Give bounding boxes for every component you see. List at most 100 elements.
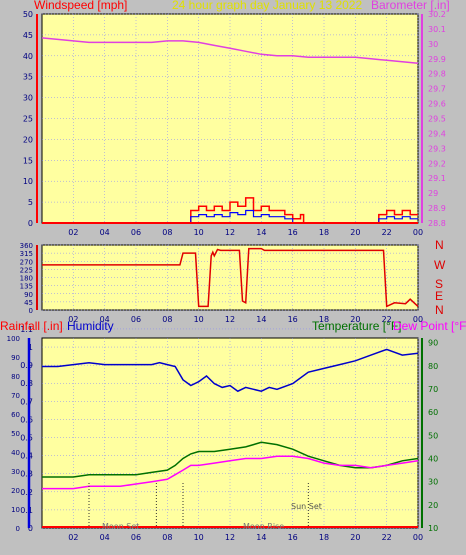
compass-label-n-bottom: N [435, 303, 444, 317]
temperature-axis-label: Temperature [°F] [312, 319, 402, 333]
x-tick-label: 20 [350, 228, 360, 237]
x-tick-label: 12 [225, 315, 235, 324]
temperature-tick-label: 20 [428, 501, 438, 510]
moon-rise-label: Moon Rise [243, 522, 284, 531]
x-tick-label: 04 [100, 533, 110, 542]
x-tick-label: 16 [288, 315, 298, 324]
rainfall-tick-label: 1.1 [20, 325, 33, 334]
humidity-tick-label: 0 [16, 525, 20, 533]
barometer-tick-label: 29.7 [428, 85, 446, 94]
humidity-tick-label: 80 [11, 373, 20, 381]
direction-tick-label: 0 [29, 307, 33, 315]
x-tick-label: 06 [131, 315, 141, 324]
compass-label-s: S [435, 277, 443, 291]
x-tick-label: 12 [225, 228, 235, 237]
x-tick-label: 08 [162, 315, 172, 324]
rainfall-tick-label: 0.6 [20, 415, 33, 424]
x-tick-label: 06 [131, 533, 141, 542]
barometer-tick-label: 29.4 [428, 129, 446, 138]
barometer-tick-label: 29.9 [428, 55, 446, 64]
humidity-tick-label: 20 [11, 487, 20, 495]
barometer-tick-label: 29.5 [428, 115, 446, 124]
wind-direction-line [42, 247, 419, 308]
rainfall-tick-label: 0 [28, 524, 33, 533]
temperature-tick-label: 70 [428, 385, 438, 394]
rainfall-tick-label: 0.8 [20, 379, 33, 388]
rainfall-tick-label: 1 [28, 343, 33, 352]
x-tick-label: 10 [194, 228, 204, 237]
temperature-tick-label: 10 [428, 524, 438, 533]
humidity-axis-label: Humidity [67, 319, 114, 333]
x-tick-label: 22 [382, 533, 392, 542]
windspeed-tick-label: 40 [23, 52, 33, 61]
x-tick-label: 12 [225, 533, 235, 542]
barometer-tick-label: 28.8 [428, 219, 446, 228]
humidity-tick-label: 90 [11, 354, 20, 362]
x-tick-label: 02 [68, 228, 78, 237]
temperature-tick-label: 90 [428, 339, 438, 348]
humidity-tick-label: 30 [11, 468, 20, 476]
windspeed-line [42, 197, 418, 224]
windspeed-tick-label: 50 [23, 10, 33, 19]
x-tick-label: 04 [100, 315, 110, 324]
temperature-line [42, 441, 419, 478]
compass-label-w: W [434, 258, 446, 272]
humidity-tick-label: 60 [11, 411, 20, 419]
windspeed-tick-label: 30 [23, 94, 33, 103]
windspeed-tick-label: 10 [23, 177, 33, 186]
direction-tick-label: 270 [20, 258, 33, 266]
rainfall-tick-label: 0.9 [20, 361, 33, 370]
direction-tick-label: 90 [24, 291, 33, 299]
rainfall-axis-label: Rainfall [.in] [0, 319, 63, 333]
temperature-tick-label: 80 [428, 362, 438, 371]
temperature-tick-label: 60 [428, 408, 438, 417]
windspeed-tick-label: 25 [23, 115, 33, 124]
windspeed-tick-label: 5 [28, 198, 33, 207]
humidity-tick-label: 70 [11, 392, 20, 400]
x-tick-label: 02 [68, 315, 78, 324]
direction-tick-label: 315 [20, 250, 33, 258]
humidity-tick-label: 100 [7, 335, 20, 343]
x-tick-label: 06 [131, 228, 141, 237]
x-tick-label: 08 [162, 533, 172, 542]
x-tick-label: 18 [319, 533, 329, 542]
gust-line [42, 209, 418, 224]
x-tick-label: 22 [382, 228, 392, 237]
windspeed-tick-label: 35 [23, 73, 33, 82]
humidity-tick-label: 10 [11, 506, 20, 514]
x-tick-label: 00 [413, 315, 423, 324]
direction-tick-label: 180 [20, 275, 33, 283]
windspeed-tick-label: 0 [28, 219, 33, 228]
x-tick-label: 02 [68, 533, 78, 542]
barometer-axis-label: Barometer [.in] [371, 0, 450, 12]
direction-tick-label: 135 [20, 283, 33, 291]
rainfall-tick-label: 0.3 [20, 470, 33, 479]
direction-tick-label: 45 [24, 299, 33, 307]
windspeed-tick-label: 20 [23, 135, 33, 144]
dewpoint-line [42, 455, 419, 490]
barometer-tick-label: 30.2 [428, 10, 446, 19]
x-tick-label: 20 [350, 315, 360, 324]
barometer-tick-label: 29 [428, 189, 438, 198]
barometer-tick-label: 29.3 [428, 144, 446, 153]
x-tick-label: 00 [413, 228, 423, 237]
x-tick-label: 16 [288, 533, 298, 542]
barometer-tick-label: 29.6 [428, 100, 446, 109]
rainfall-tick-label: 0.1 [20, 506, 33, 515]
sun-set-label: Sun Set [291, 502, 322, 511]
x-tick-label: 20 [350, 533, 360, 542]
barometer-tick-label: 30.1 [428, 25, 446, 34]
rainfall-tick-label: 0.5 [20, 434, 33, 443]
barometer-line [41, 37, 419, 65]
x-tick-label: 18 [319, 315, 329, 324]
windspeed-tick-label: 45 [23, 31, 33, 40]
compass-label-e: E [435, 289, 443, 303]
humidity-tick-label: 40 [11, 449, 20, 457]
chart-title: 24 hour graph day January 13 2022 [172, 0, 362, 12]
direction-tick-label: 360 [20, 242, 33, 250]
x-tick-label: 14 [256, 228, 266, 237]
rainfall-tick-label: 0.7 [20, 397, 33, 406]
temperature-tick-label: 40 [428, 454, 438, 463]
barometer-tick-label: 30 [428, 40, 438, 49]
